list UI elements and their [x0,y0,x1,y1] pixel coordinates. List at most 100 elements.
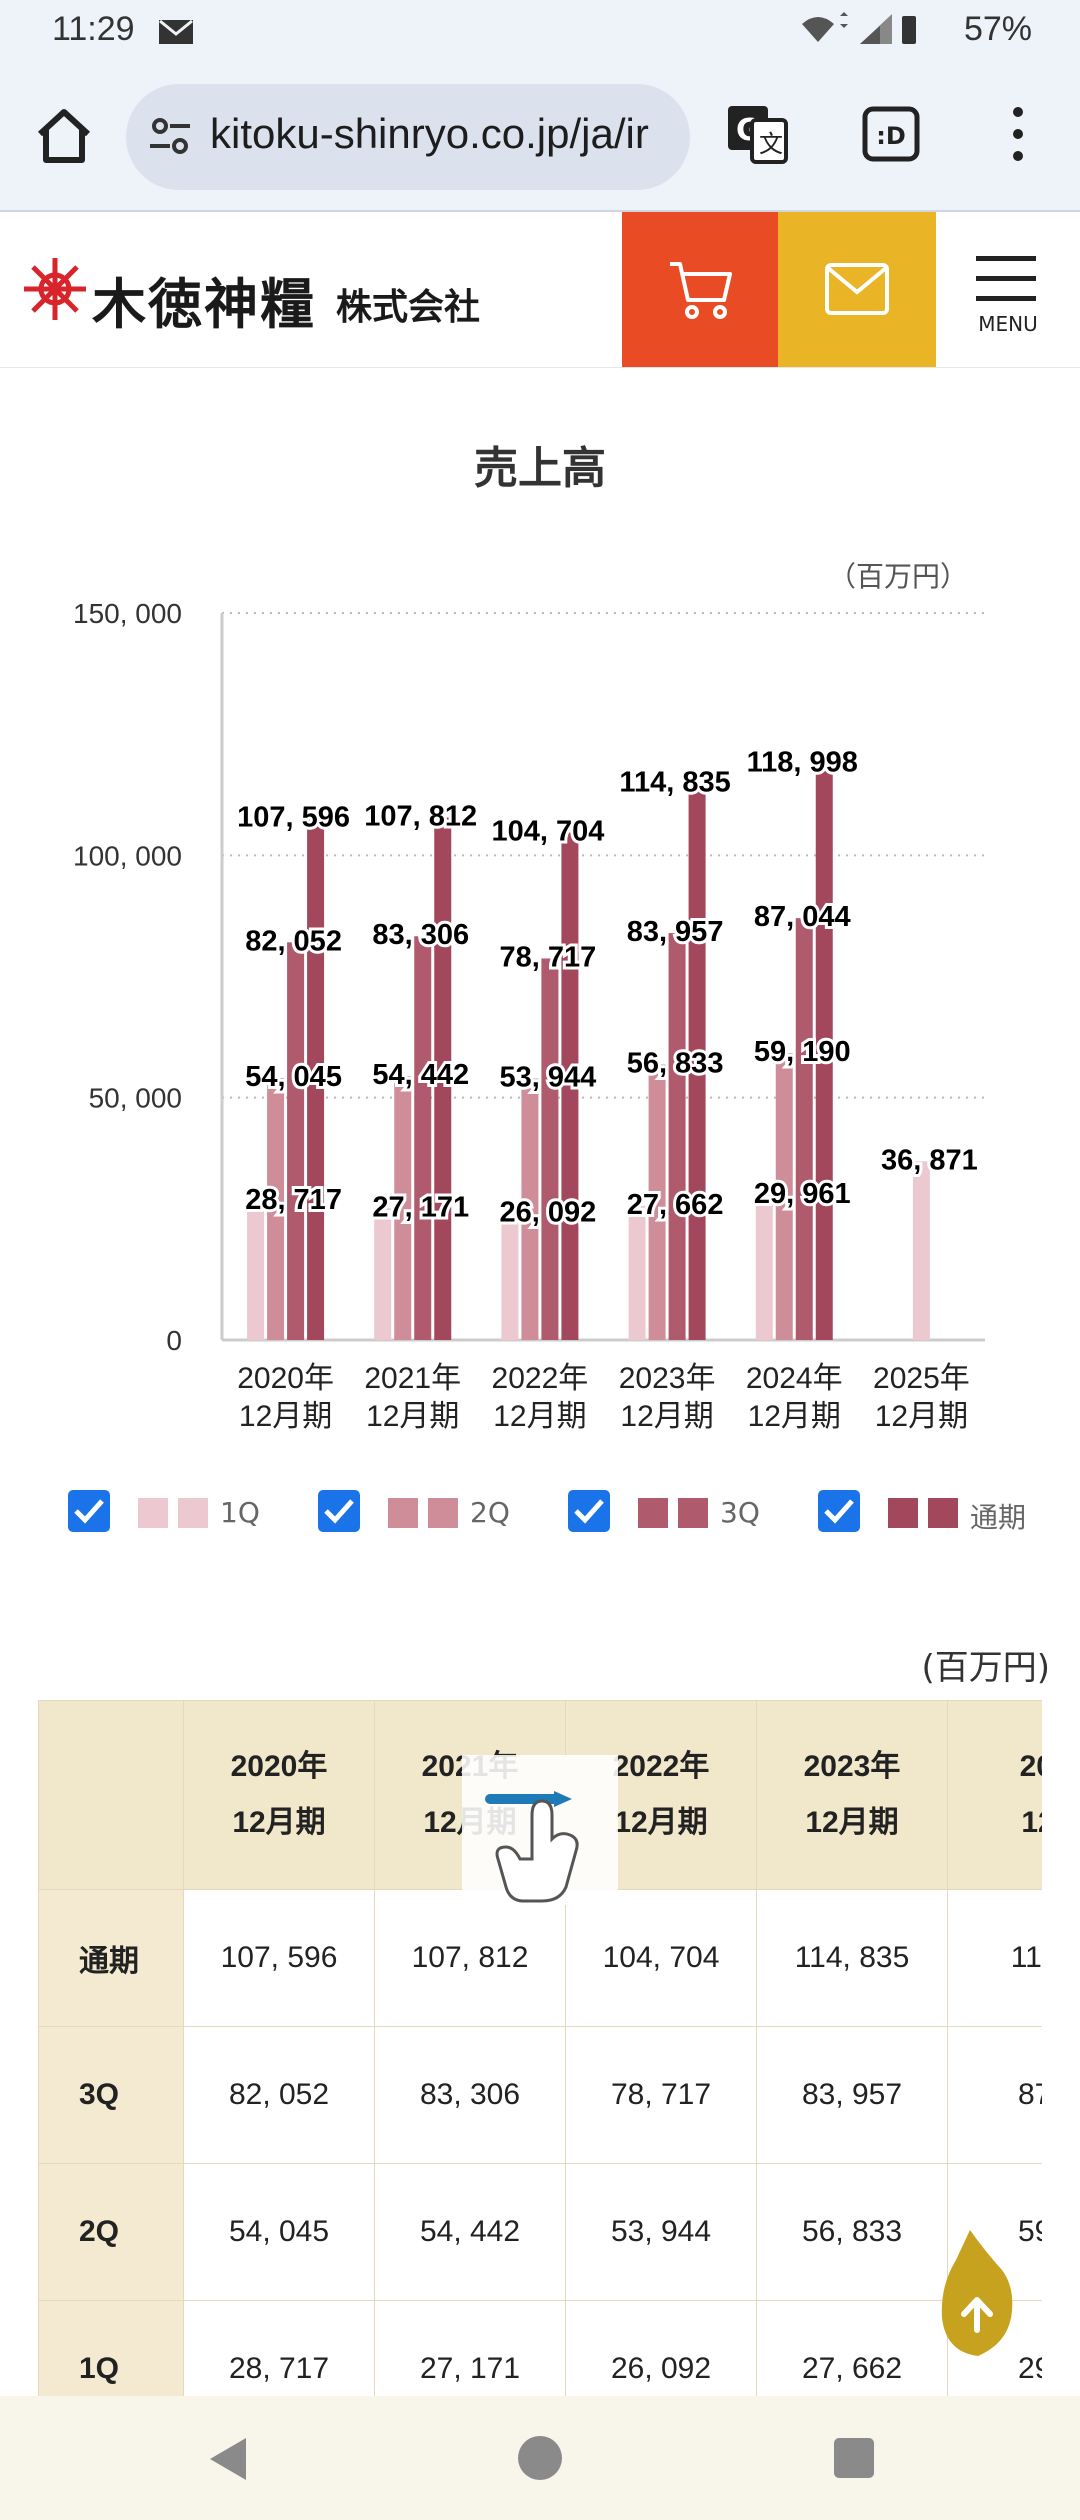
table-row-header: 通期 [38,1889,184,2027]
cell-signal-icon [860,14,892,44]
site-header: 木徳神糧 株式会社 MENU [0,212,1080,368]
tab-switcher-button[interactable]: :D [862,106,920,166]
legend-item-通期[interactable]: 通期 [818,1486,1058,1536]
x-tick-label: 2023年 [619,1362,716,1395]
legend-swatch [138,1498,168,1528]
back-to-top-button[interactable] [940,2226,1014,2362]
home-nav-icon[interactable] [518,2436,562,2480]
data-label: 27, 171 [372,1191,469,1223]
table-cell: 107, 812 [374,1889,566,2027]
data-label: 83, 957 [627,916,724,948]
legend-checkbox[interactable] [568,1490,610,1532]
table-cell: 56, 833 [756,2163,948,2301]
mail-notification-icon [158,16,194,55]
table-row-header: 1Q [38,2300,184,2400]
svg-text:文: 文 [759,130,783,158]
toolbar-divider [0,210,1080,212]
logo-emblem-icon[interactable] [20,254,90,328]
x-tick-label: 12月期 [366,1400,459,1433]
site-settings-icon[interactable] [148,114,192,162]
legend-item-1Q[interactable]: 1Q [68,1486,308,1536]
data-label: 36, 871 [881,1144,978,1176]
chart-legend: 1Q 2Q 3Q 通期 [0,1486,1080,1546]
x-tick-label: 12月期 [748,1400,841,1433]
legend-checkbox[interactable] [68,1490,110,1532]
table-cell: 104, 704 [565,1889,757,2027]
signal-icons [800,12,920,57]
y-tick-label: 100, 000 [73,840,182,871]
x-tick-label: 12月期 [875,1400,968,1433]
bar-3Q [287,942,305,1340]
contact-button[interactable] [778,212,936,367]
x-tick-label: 2020年 [237,1362,334,1395]
menu-label: MENU [978,312,1038,336]
address-bar[interactable]: kitoku-shinryo.co.jp/ja/ir [126,84,690,190]
back-icon[interactable] [206,2436,248,2486]
legend-item-2Q[interactable]: 2Q [318,1486,558,1536]
data-label: 107, 812 [364,800,477,832]
table-cell: 59, 190 [947,2163,1042,2301]
table-corner-cell [38,1700,184,1890]
checkmark-icon [574,1499,604,1524]
cart-button[interactable] [622,212,778,367]
table-cell: 27, 171 [374,2300,566,2400]
data-label: 27, 662 [627,1189,724,1221]
table-column-header: 2023年 12月期 [756,1700,948,1890]
arrow-up-icon [941,2230,1013,2356]
logo-text[interactable]: 木徳神糧 [92,272,316,336]
chart-title: 売上高 [474,443,606,494]
data-label: 54, 045 [245,1061,342,1093]
data-arrows-icon [840,12,848,28]
chart-unit-label: （百万円） [827,560,968,593]
table-row-header: 2Q [38,2163,184,2301]
legend-swatch [178,1498,208,1528]
status-bar: 11:29 57% [0,0,1080,62]
data-label: 104, 704 [491,816,604,848]
bar-3Q [668,933,686,1340]
battery-icon [902,16,916,44]
checkmark-icon [324,1499,354,1524]
data-label: 28, 717 [245,1184,342,1216]
x-tick-label: 2024年 [746,1362,843,1395]
logo-suffix[interactable]: 株式会社 [336,287,481,328]
x-tick-label: 12月期 [239,1400,332,1433]
legend-item-3Q[interactable]: 3Q [568,1486,808,1536]
bar-2Q [648,1064,666,1340]
sales-table-scroll[interactable]: 2020年12月期2021年12月期2022年12月期2023年12月期2024… [38,1700,1042,2400]
sales-table: 2020年12月期2021年12月期2022年12月期2023年12月期2024… [38,1700,1042,2400]
bar-2Q [394,1076,412,1340]
mail-icon [825,263,889,315]
table-cell: 83, 957 [756,2026,948,2164]
table-cell: 27, 662 [756,2300,948,2400]
bar-1Q [912,1161,930,1340]
swipe-hand-icon [485,1791,579,1903]
table-cell: 28, 717 [183,2300,375,2400]
bar-3Q [414,936,432,1340]
data-label: 83, 306 [372,919,469,951]
bar-1Q [755,1194,773,1340]
table-cell: 82, 052 [183,2026,375,2164]
legend-label: 2Q [470,1496,510,1529]
table-cell: 114, 835 [756,1889,948,2027]
legend-checkbox[interactable] [818,1490,860,1532]
menu-button[interactable]: MENU [936,212,1080,367]
bar-3Q [541,958,559,1340]
bar-通期 [561,832,579,1340]
battery-percent: 57% [963,10,1032,48]
status-time: 11:29 [52,10,135,48]
recents-icon[interactable] [834,2438,874,2478]
home-icon[interactable] [30,102,98,170]
x-tick-label: 2022年 [492,1362,589,1395]
table-cell: 107, 596 [183,1889,375,2027]
legend-checkbox[interactable] [318,1490,360,1532]
data-label: 78, 717 [500,941,597,973]
x-tick-label: 2025年 [873,1362,970,1395]
table-cell: 78, 717 [565,2026,757,2164]
bar-1Q [374,1208,392,1340]
y-tick-label: 150, 000 [73,598,182,629]
more-options-icon[interactable] [1000,102,1036,170]
data-label: 107, 596 [237,802,350,834]
table-cell: 54, 045 [183,2163,375,2301]
